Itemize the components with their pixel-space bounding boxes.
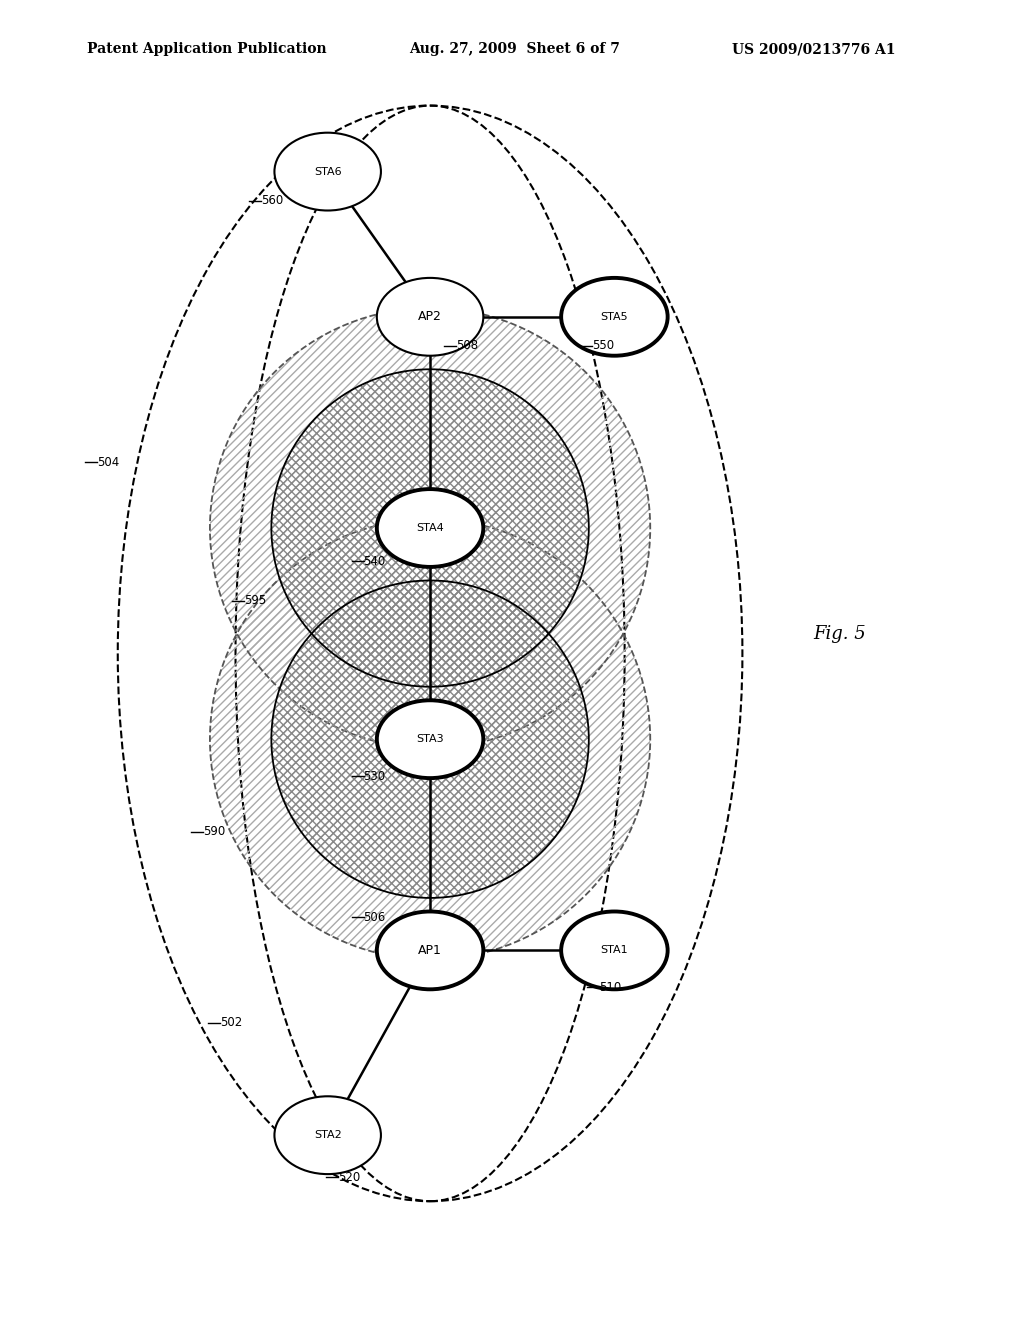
- Text: 510: 510: [599, 981, 622, 994]
- Text: 560: 560: [261, 194, 284, 207]
- Text: US 2009/0213776 A1: US 2009/0213776 A1: [732, 42, 896, 57]
- Ellipse shape: [274, 1097, 381, 1173]
- Text: STA4: STA4: [416, 523, 444, 533]
- Text: 508: 508: [456, 339, 478, 352]
- Ellipse shape: [377, 701, 483, 777]
- Ellipse shape: [377, 279, 483, 355]
- Text: STA3: STA3: [417, 734, 443, 744]
- Text: 502: 502: [220, 1016, 243, 1030]
- Text: 506: 506: [364, 911, 386, 924]
- Text: 595: 595: [244, 594, 266, 607]
- Text: 590: 590: [203, 825, 225, 838]
- Text: AP2: AP2: [418, 310, 442, 323]
- Text: 520: 520: [338, 1171, 360, 1184]
- Text: 530: 530: [364, 770, 386, 783]
- Ellipse shape: [561, 912, 668, 989]
- Ellipse shape: [377, 490, 483, 566]
- Text: 504: 504: [97, 455, 120, 469]
- Text: STA2: STA2: [313, 1130, 342, 1140]
- Text: Fig. 5: Fig. 5: [813, 624, 866, 643]
- Text: STA5: STA5: [601, 312, 628, 322]
- Ellipse shape: [274, 133, 381, 210]
- Ellipse shape: [561, 279, 668, 355]
- Text: 540: 540: [364, 554, 386, 568]
- Text: 550: 550: [592, 339, 614, 352]
- Ellipse shape: [377, 912, 483, 989]
- Text: Patent Application Publication: Patent Application Publication: [87, 42, 327, 57]
- Text: AP1: AP1: [418, 944, 442, 957]
- Text: STA1: STA1: [601, 945, 628, 956]
- Text: STA6: STA6: [314, 166, 341, 177]
- Text: Aug. 27, 2009  Sheet 6 of 7: Aug. 27, 2009 Sheet 6 of 7: [410, 42, 621, 57]
